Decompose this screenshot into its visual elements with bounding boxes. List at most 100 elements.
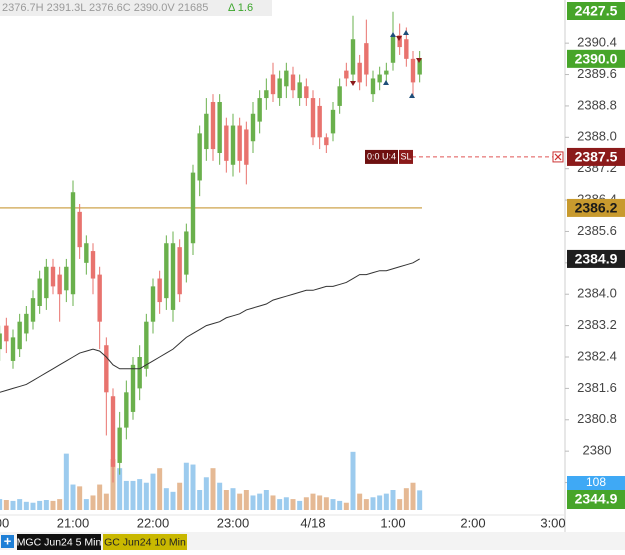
candle-body (350, 39, 356, 75)
candle-body (197, 133, 202, 181)
price-badge-label: 2390.0 (575, 51, 618, 67)
tab-label: GC Jun24 10 Min (104, 536, 186, 548)
volume-bar (257, 493, 263, 510)
volume-bar (70, 484, 76, 510)
candle-body (277, 78, 282, 99)
candle-body (370, 78, 376, 95)
add-tab-button[interactable] (1, 535, 14, 548)
volume-bar (343, 502, 349, 510)
volume-bar (50, 500, 56, 510)
volume-bar (290, 499, 296, 510)
volume-bar (283, 497, 289, 510)
candle-body (70, 192, 76, 295)
header-box (0, 0, 272, 16)
trade-marker (403, 30, 409, 35)
price-badge (567, 147, 625, 166)
volume-bar (83, 499, 89, 510)
volume-bar (350, 451, 356, 510)
candle-body (250, 113, 256, 142)
volume-bar (77, 486, 83, 510)
candle-body (84, 243, 89, 263)
volume-bar (150, 473, 156, 510)
candle-body (410, 58, 416, 83)
price-badge-label: 2427.5 (575, 3, 618, 19)
x-tick-label: 4/18 (300, 515, 325, 530)
moving-average (0, 258, 420, 393)
header-ohlcv: 2376.7H 2391.3L 2376.6C 2390.0V 21685 (2, 2, 208, 14)
volume-bar (310, 493, 316, 510)
volume-bar (23, 501, 29, 510)
price-badge (567, 490, 625, 509)
trade-marker (350, 81, 356, 86)
price-badge-label: 2384.9 (575, 251, 618, 267)
price-badge (567, 198, 625, 217)
candle-body (237, 125, 242, 161)
candle-body (124, 392, 129, 428)
x-tick-label: 23:00 (217, 515, 250, 530)
candle-body (217, 102, 222, 153)
plot-area (0, 11, 423, 510)
candle-body (24, 313, 29, 334)
volume-bar (383, 493, 389, 510)
tab[interactable] (17, 534, 101, 550)
volume-bar (230, 488, 236, 510)
trade-marker (409, 93, 415, 98)
candle-body (90, 251, 96, 279)
volume-bar (177, 482, 183, 510)
candle-body (230, 125, 236, 165)
candle-body (137, 357, 142, 389)
volume-bar (243, 490, 249, 510)
volume-bar (43, 500, 49, 510)
candle-body (77, 211, 82, 248)
x-tick-label: 20:00 (0, 515, 9, 530)
candle-body (117, 427, 122, 463)
tab-label: MGC Jun24 5 Min (17, 536, 102, 548)
candle-body (57, 274, 62, 295)
candle-body (417, 58, 422, 75)
candle-body (290, 74, 296, 91)
candle-body (324, 137, 329, 146)
candle-body (270, 74, 276, 95)
volume-bar (97, 484, 103, 510)
x-tick-label: 22:00 (137, 515, 170, 530)
x-tick-label: 2:00 (460, 515, 485, 530)
candle-body (4, 325, 9, 342)
candle-body (390, 35, 396, 63)
volume-bar (370, 497, 376, 510)
volume-bar (157, 468, 163, 510)
price-badge-label: 2344.9 (575, 491, 618, 507)
order-tag-label: SL (400, 151, 411, 161)
candle-body (210, 102, 216, 150)
volume-bar (270, 495, 276, 510)
volume-bar (203, 477, 209, 510)
volume-bar (190, 464, 196, 510)
volume-bar (0, 499, 3, 510)
volume-bar (110, 459, 116, 510)
candle-body (150, 286, 156, 322)
candle-body (170, 243, 176, 310)
candle-body (304, 86, 309, 99)
volume-bar (183, 462, 189, 510)
trade-marker (416, 58, 422, 63)
candle-body (264, 90, 269, 99)
candle-body (144, 321, 149, 369)
candle-body (44, 266, 49, 299)
candle-body (104, 345, 109, 393)
candle-body (97, 274, 102, 322)
volume-bar (197, 490, 203, 510)
volume-bar (163, 488, 169, 510)
volume-bar (123, 480, 129, 510)
y-tick-label: 2389.6 (577, 66, 617, 81)
volume-bar (217, 482, 223, 510)
candle-body (317, 105, 322, 138)
x-tick-label: 3:00 (540, 515, 565, 530)
tab[interactable] (103, 534, 187, 550)
volume-bar (263, 490, 269, 510)
x-tick-label: 21:00 (57, 515, 90, 530)
candle-body (184, 231, 189, 275)
order-tag-box (399, 149, 413, 164)
volume-bar (10, 500, 16, 510)
volume-bar (403, 488, 409, 510)
volume-bar (297, 500, 303, 510)
